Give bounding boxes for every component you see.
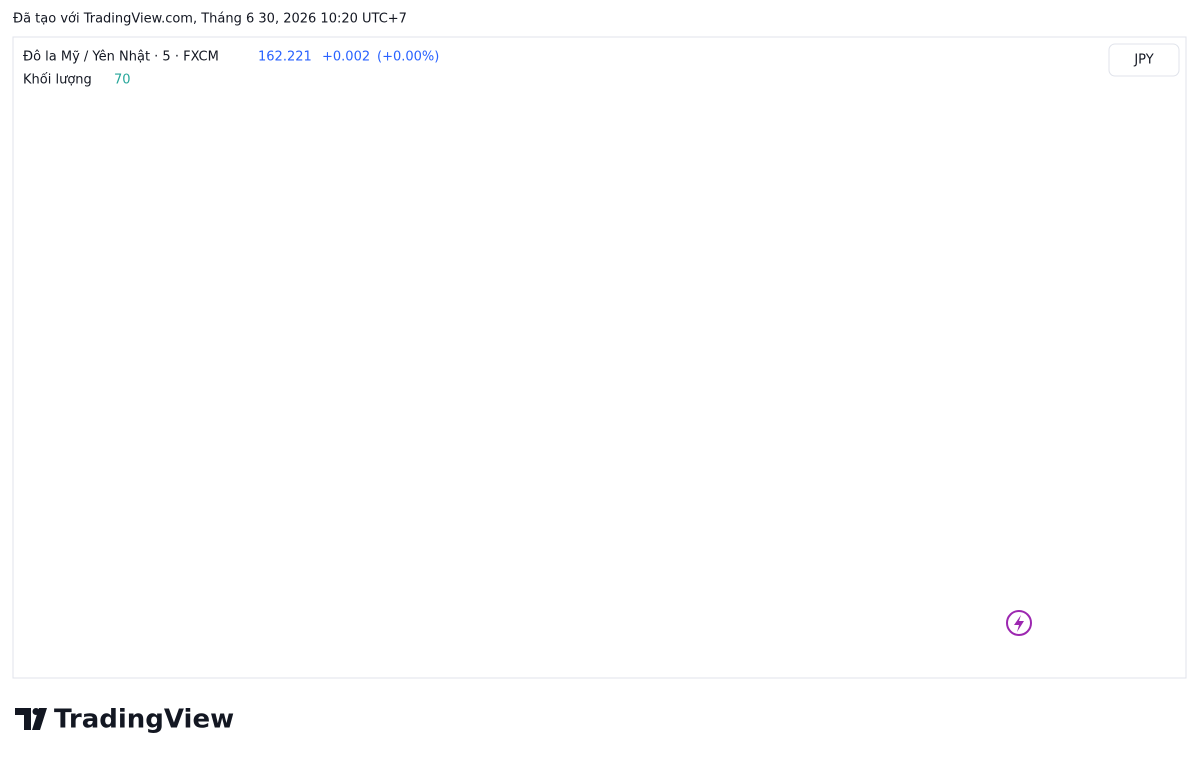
logo-mark — [15, 708, 47, 730]
currency-button[interactable] — [1108, 43, 1180, 77]
alert-bolt — [1014, 615, 1024, 632]
last-price: 162.221 — [258, 50, 312, 65]
logo: TradingView — [15, 705, 234, 735]
currency-label: JPY — [1133, 53, 1153, 68]
volume-last: 70 — [114, 73, 131, 88]
logo-text: TradingView — [54, 705, 234, 735]
logo-dot — [32, 708, 40, 715]
chart-frame — [12, 36, 1187, 679]
change: +0.002 — [322, 50, 370, 65]
credit: Đã tạo với TradingView.com, Tháng 6 30, … — [13, 12, 407, 27]
symbol-title: Đô la Mỹ / Yên Nhật · 5 · FXCM — [23, 50, 219, 65]
change-pct: (+0.00%) — [377, 50, 439, 65]
volume-title: Khối lượng — [23, 73, 92, 88]
